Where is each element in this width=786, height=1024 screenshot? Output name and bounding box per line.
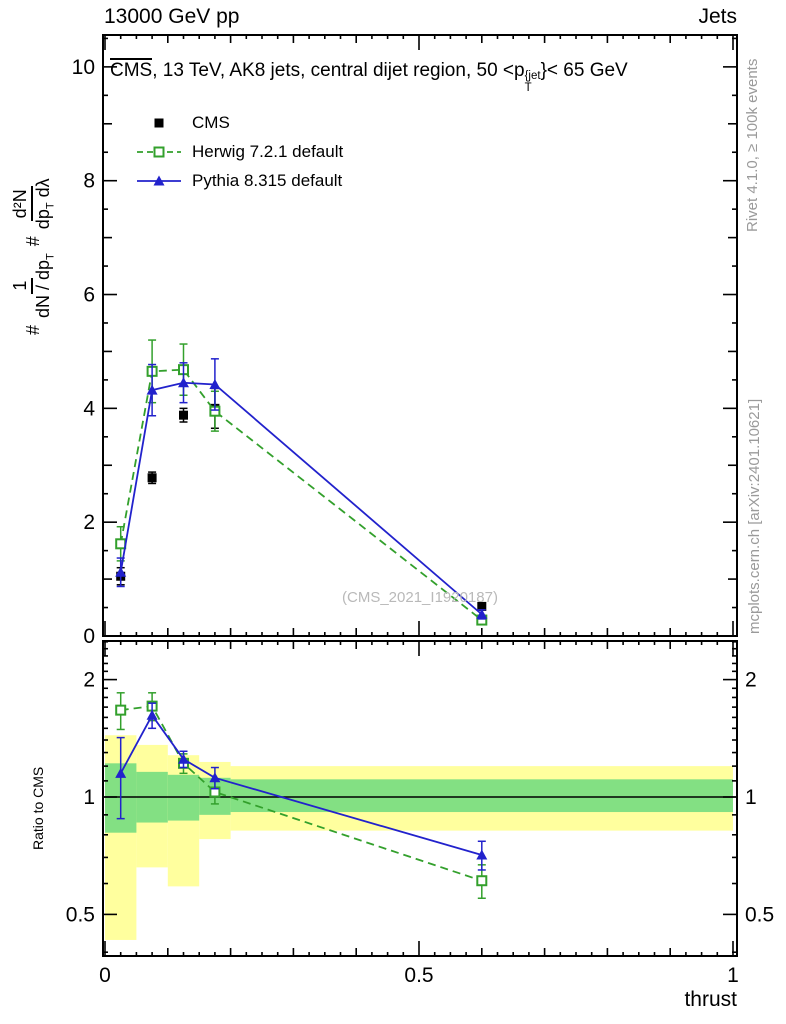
- svg-text:0: 0: [83, 625, 95, 648]
- main-series-2: [115, 358, 488, 620]
- svg-text:0.5: 0.5: [66, 903, 95, 926]
- legend-item-1: Herwig 7.2.1 default: [136, 137, 343, 166]
- svg-text:8: 8: [83, 170, 95, 193]
- main-series-0: [116, 387, 487, 611]
- svg-text:6: 6: [83, 284, 95, 307]
- svg-text:1: 1: [83, 786, 95, 809]
- svg-text:2: 2: [83, 669, 95, 692]
- plot-title: CMS, 13 TeV, AK8 jets, central dijet reg…: [110, 58, 628, 94]
- plot-title-end: }< 65 GeV: [540, 60, 628, 81]
- plot-title-cms: CMS: [110, 58, 153, 81]
- x-axis-label: thrust: [684, 988, 737, 1011]
- ylabel-frac2-denominator: dpT dλ: [33, 178, 57, 229]
- analysis-id-watermark: (CMS_2021_I1920187): [342, 589, 498, 606]
- main-series-1: [115, 339, 488, 626]
- main-panel-frame: [102, 34, 738, 637]
- svg-text:2: 2: [83, 511, 95, 534]
- ylabel-frac2-numerator: d²N: [10, 186, 33, 222]
- legend-label: Herwig 7.2.1 default: [192, 141, 344, 161]
- ratio-axis-label: Ratio to CMS: [30, 766, 46, 850]
- analysis-group-label: Jets: [698, 5, 737, 28]
- ylabel-hash-2: #: [22, 236, 43, 247]
- svg-text:2: 2: [745, 669, 757, 692]
- rivet-version-note: Rivet 4.1.0, ≥ 100k events: [744, 58, 761, 232]
- y-axis-label: # 1 dN / dpT # d²N dpT dλ: [10, 174, 57, 335]
- svg-text:4: 4: [83, 397, 95, 420]
- legend-marker-icon: [137, 146, 181, 157]
- svg-text:0: 0: [99, 964, 111, 987]
- ylabel-frac1-den-text: dN / dp: [32, 259, 53, 318]
- legend-item-2: Pythia 8.315 default: [136, 166, 343, 195]
- beam-energy-label: 13000 GeV pp: [104, 5, 240, 28]
- ylabel-fraction-1: 1 dN / dpT: [10, 253, 57, 318]
- legend-item-0: CMS: [136, 108, 343, 137]
- ylabel-frac2-den-text-b: dλ: [32, 178, 53, 203]
- ylabel-frac1-denominator: dN / dpT: [33, 253, 57, 318]
- ylabel-fraction-2: d²N dpT dλ: [10, 178, 57, 229]
- svg-text:0.5: 0.5: [745, 903, 774, 926]
- legend-marker-icon: [154, 118, 164, 127]
- legend-label: Pythia 8.315 default: [192, 170, 343, 190]
- plot-title-supsub: {jet T: [525, 70, 541, 94]
- legend-marker-icon: [137, 175, 181, 185]
- ratio-panel-frame: [102, 640, 738, 957]
- legend: CMS Herwig 7.2.1 default Pythia 8.315 defa…: [136, 108, 343, 195]
- svg-text:1: 1: [745, 786, 757, 809]
- svg-text:1: 1: [727, 964, 739, 987]
- svg-text:0.5: 0.5: [404, 964, 433, 987]
- plot-title-sup: {jet: [524, 70, 541, 82]
- axis-tick-labels: 0 2 4 6 8 10 0.5 0.5 1 1 2 2 0 0.5 1: [66, 56, 774, 987]
- ratio-series-2: [115, 702, 488, 871]
- band-inner: [230, 779, 733, 813]
- ylabel-frac1-numerator: 1: [10, 277, 33, 294]
- ylabel-hash-1: #: [22, 324, 43, 335]
- svg-text:10: 10: [72, 56, 95, 79]
- ylabel-frac2-den-text-a: dp: [32, 209, 53, 230]
- legend-label: CMS: [192, 112, 230, 132]
- ylabel-frac1-den-sub: T: [44, 253, 57, 260]
- plot-title-sub: T: [524, 82, 532, 95]
- ylabel-frac2-den-sub: T: [44, 202, 57, 210]
- plot-title-mid: , 13 TeV, AK8 jets, central dijet region…: [152, 60, 525, 81]
- mcplots-reference-note: mcplots.cern.ch [arXiv:2401.10621]: [746, 398, 763, 634]
